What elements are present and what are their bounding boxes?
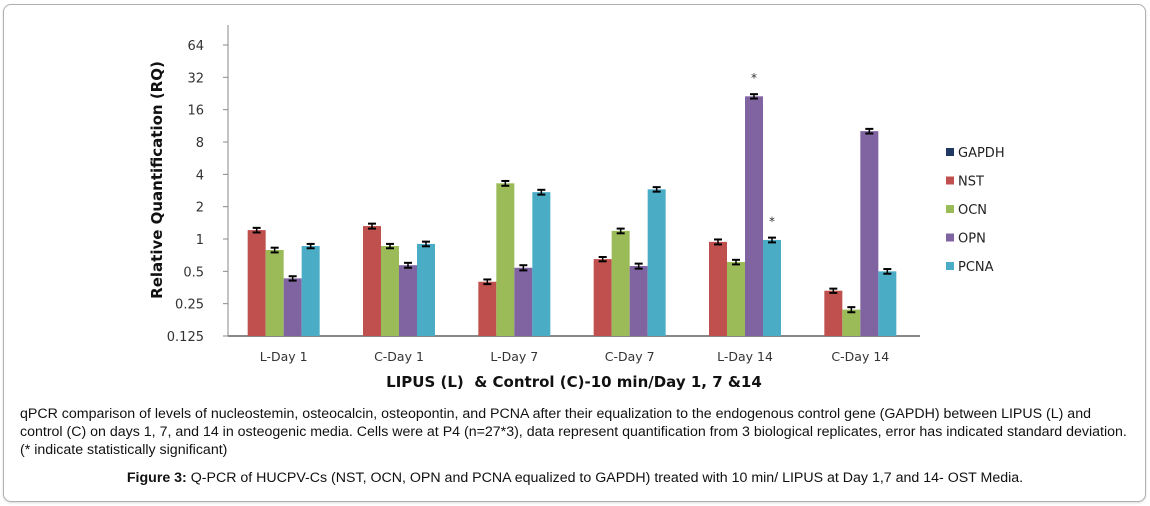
legend-label-pcna: PCNA	[958, 260, 994, 275]
legend-swatch-gapdh	[946, 148, 954, 156]
bar-nst	[593, 259, 612, 336]
y-tick-label: 2	[196, 201, 204, 216]
figure-description: qPCR comparison of levels of nucleostemi…	[20, 406, 1127, 458]
bar-pcna	[647, 189, 666, 336]
legend-swatch-ocn	[946, 205, 954, 213]
bar-opn	[283, 278, 302, 336]
figure-caption: Figure 3: Q-PCR of HUCPV-Cs (NST, OCN, O…	[0, 470, 1150, 486]
legend-label-opn: OPN	[958, 232, 986, 247]
legend-label-ocn: OCN	[958, 203, 987, 218]
bar-opn	[745, 96, 763, 336]
legend-swatch-opn	[946, 233, 954, 242]
bar-pcna	[763, 239, 781, 336]
y-tick-label: 4	[196, 168, 204, 183]
bar-opn	[860, 131, 879, 336]
bar-nst	[824, 290, 843, 336]
y-tick-label: 0.5	[183, 265, 204, 280]
figure-title: Q-PCR of HUCPV-Cs (NST, OCN, OPN and PCN…	[186, 470, 1024, 486]
y-tick-label: 1	[196, 233, 204, 248]
legend-label-gapdh: GAPDH	[958, 146, 1005, 161]
bar-opn	[514, 267, 533, 336]
y-tick-label: 0.125	[167, 330, 204, 345]
bars: L-Day 1 C-Day 1 L-Day 7 C-Day 7 L-Day 14 * * C-…	[247, 71, 897, 364]
bar-nst	[363, 226, 381, 336]
legend-swatch-pcna	[946, 262, 954, 270]
legend-label-nst: NST	[958, 175, 984, 190]
bar-ocn	[265, 249, 284, 336]
y-tick-label: 16	[187, 104, 204, 119]
bar-ocn	[727, 262, 745, 336]
figure-frame	[3, 4, 1146, 502]
bar-opn	[399, 265, 417, 336]
bar-pcna	[417, 243, 435, 336]
x-tick-label: L-Day 1	[260, 349, 308, 364]
significance-marker: *	[769, 215, 775, 229]
figure-label: Figure 3:	[126, 470, 187, 486]
bar-ocn	[496, 183, 515, 336]
x-tick-label: L-Day 7	[490, 349, 538, 364]
bar-ocn	[381, 246, 399, 336]
x-tick-label: C-Day 14	[831, 349, 889, 364]
bar-ocn	[611, 230, 630, 336]
bar-pcna	[878, 271, 897, 336]
bar-ocn	[842, 309, 861, 336]
legend-swatch-nst	[946, 176, 954, 185]
x-tick-label: L-Day 14	[717, 349, 773, 364]
y-tick-label: 32	[187, 71, 204, 86]
y-tick-label: 64	[187, 39, 204, 54]
y-tick-label: 0.25	[175, 298, 204, 313]
y-axis-title: Relative Quantification (RQ)	[148, 61, 166, 299]
x-axis-title: LIPUS (L) & Control (C)-10 min/Day 1, 7 …	[386, 373, 762, 391]
x-tick-label: C-Day 1	[374, 349, 424, 364]
bar-pcna	[532, 192, 551, 336]
x-tick-label: C-Day 7	[605, 349, 655, 364]
bar-nst	[247, 230, 266, 336]
bar-opn	[629, 266, 648, 336]
bar-nst	[478, 281, 497, 336]
legend: GAPDH NST OCN OPN PCNA	[946, 146, 1005, 275]
significance-marker: *	[751, 71, 757, 85]
y-tick-label: 8	[196, 136, 204, 151]
bar-nst	[709, 241, 727, 336]
bar-pcna	[301, 246, 320, 336]
axes: 0.125 0.25 0.5 1 2 4 8 16 32 64	[167, 25, 920, 345]
